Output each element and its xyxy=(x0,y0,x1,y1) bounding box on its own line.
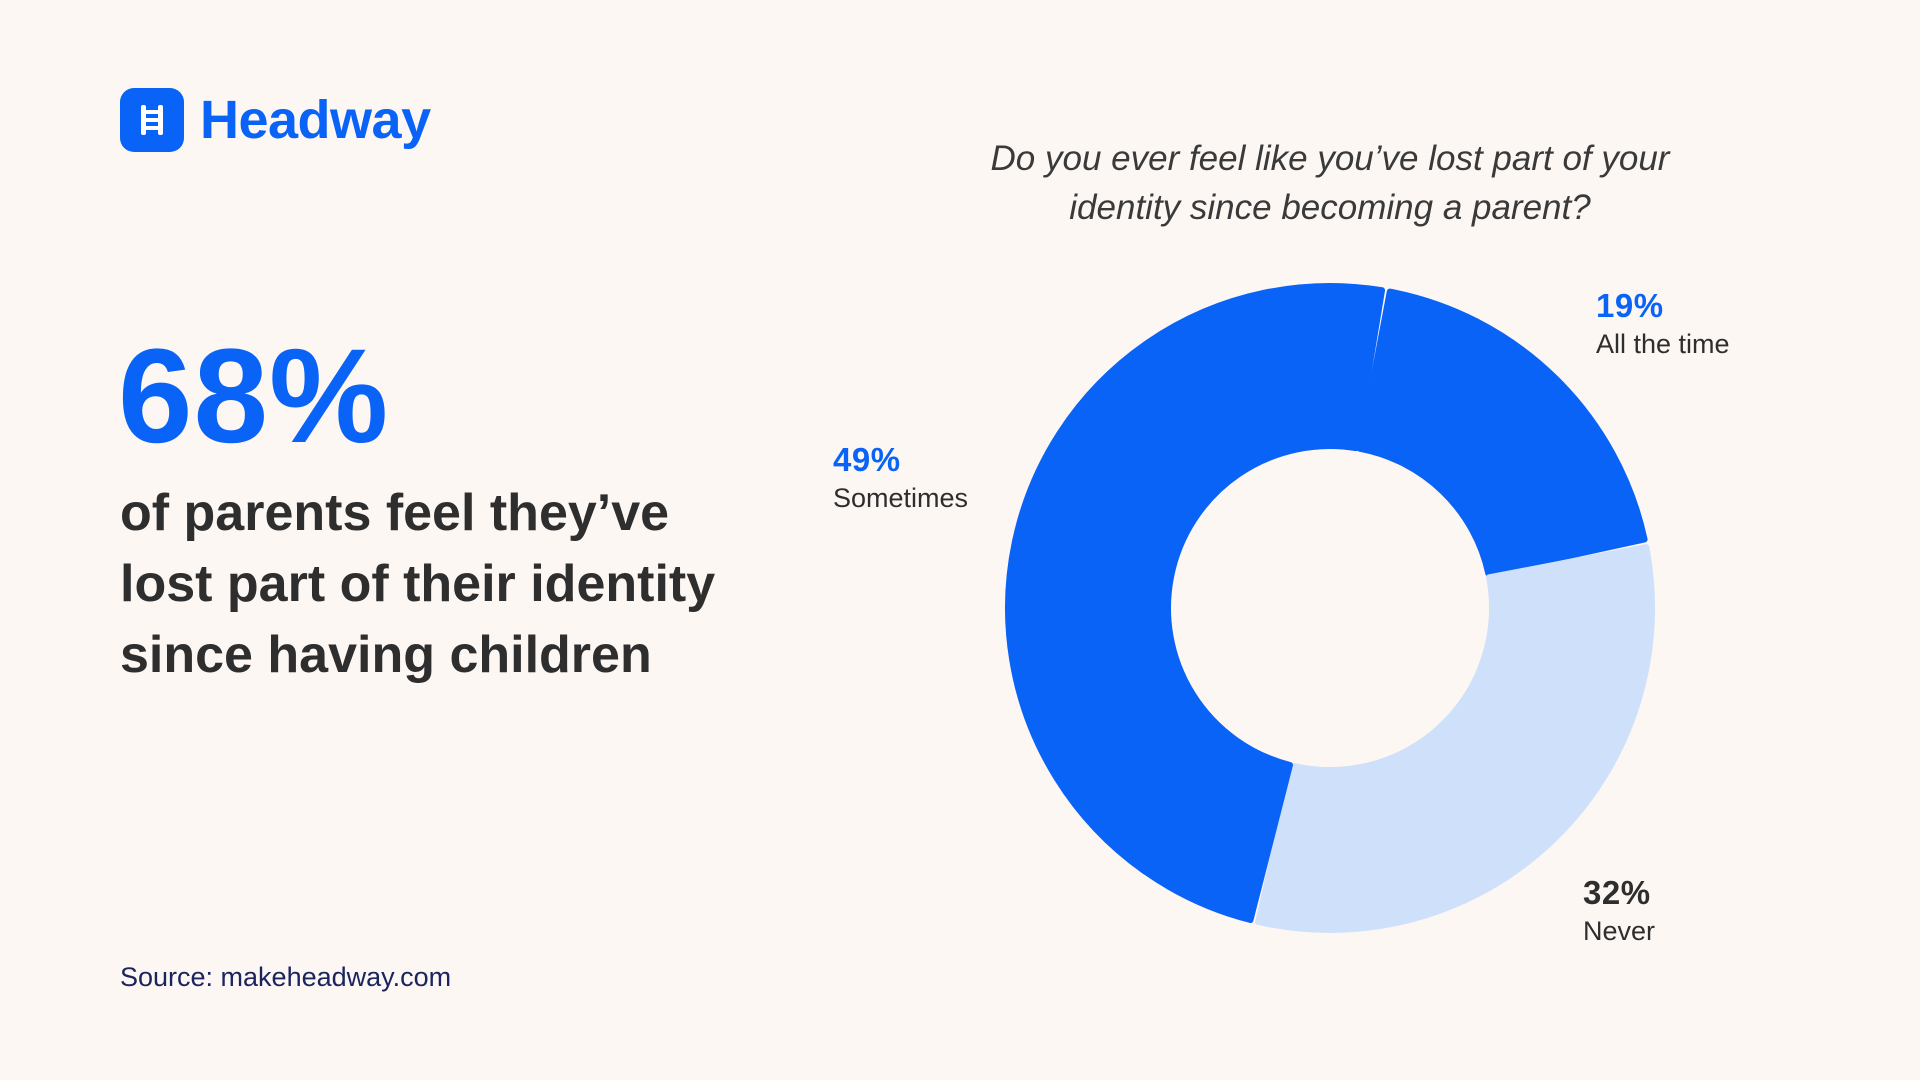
source-link[interactable]: Source: makeheadway.com xyxy=(120,962,452,992)
slice-label-never: 32% Never xyxy=(1583,873,1655,949)
slice-name: All the time xyxy=(1596,329,1730,359)
headline-stat: 68% xyxy=(118,322,390,471)
slice-label-sometimes: 49% Sometimes xyxy=(833,440,968,516)
book-ladder-icon xyxy=(120,88,184,152)
slice-percent: 49% xyxy=(833,441,901,478)
slice-name: Never xyxy=(1583,916,1656,946)
slice-percent: 32% xyxy=(1583,874,1651,911)
brand-name: Headway xyxy=(200,90,431,150)
brand-logo: Headway xyxy=(120,88,431,152)
slice-label-all-the-time: 19% All the time xyxy=(1596,286,1730,362)
slice-percent: 19% xyxy=(1596,287,1664,324)
slice-name: Sometimes xyxy=(833,483,969,513)
slice-never xyxy=(1255,544,1655,933)
slice-sometimes xyxy=(1005,283,1386,924)
slice-all-the-time xyxy=(1357,288,1648,577)
chart-title: Do you ever feel like you’ve lost part o… xyxy=(990,139,1670,227)
headline-text: of parents feel they’ve lost part of the… xyxy=(120,484,716,684)
